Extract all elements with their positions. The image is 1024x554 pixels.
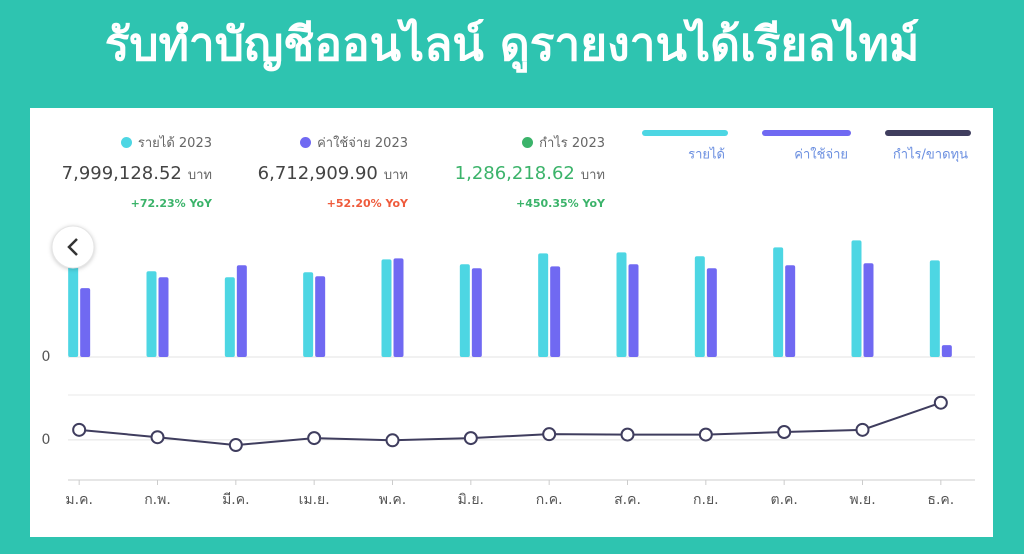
x-tick-label: เม.ย.: [299, 492, 330, 508]
unit: บาท: [187, 168, 212, 183]
bar: [158, 277, 169, 357]
bar: [941, 345, 952, 357]
point: [777, 424, 792, 439]
bar: [706, 268, 717, 357]
x-tick-label: มี.ค.: [222, 492, 250, 508]
point: [228, 438, 243, 453]
bar: [146, 271, 157, 357]
stat-label-text: กำไร 2023: [539, 136, 605, 151]
x-tick-label: ส.ค.: [614, 492, 641, 508]
value: 6,712,909.90: [257, 163, 378, 184]
bar: [236, 265, 247, 357]
point: [542, 427, 557, 442]
bar: [393, 258, 404, 357]
stat-label: กำไร 2023: [405, 132, 605, 153]
bar: [471, 268, 482, 357]
stat: ค่าใช้จ่าย 2023 6,712,909.90 บาท +52.20% …: [208, 132, 408, 210]
unit: บาท: [580, 168, 605, 183]
bar: [694, 256, 705, 357]
x-tick-label: ก.ค.: [536, 492, 563, 508]
x-tick-label: พ.ย.: [849, 492, 875, 508]
legend-label: ค่าใช้จ่าย: [794, 147, 848, 163]
x-tick-label: ม.ค.: [65, 492, 93, 508]
bar: [863, 263, 874, 357]
legend-label: รายได้: [688, 147, 725, 163]
point: [698, 427, 713, 442]
bar: [459, 264, 470, 357]
stat-change: +450.35% YoY: [516, 197, 605, 210]
x-tick-label: มิ.ย.: [458, 492, 484, 508]
point: [463, 431, 478, 446]
x-tick-label: ก.พ.: [144, 492, 171, 508]
stat-change: +52.20% YoY: [326, 197, 408, 210]
stat-value: 1,286,218.62 บาท: [405, 163, 605, 185]
point: [307, 431, 322, 446]
point: [72, 422, 87, 437]
x-tick-label: ก.ย.: [693, 492, 719, 508]
x-tick-label: พ.ค.: [379, 492, 407, 508]
bar: [303, 272, 314, 357]
bar: [628, 264, 639, 357]
stat-value: 6,712,909.90 บาท: [208, 163, 408, 185]
bar: [616, 252, 627, 357]
back-button[interactable]: [51, 225, 95, 269]
point: [620, 427, 635, 442]
bar: [929, 260, 940, 357]
bar: [773, 247, 784, 357]
point: [385, 433, 400, 448]
bar: [224, 277, 235, 357]
point: [150, 430, 165, 445]
headline: รับทำบัญชีออนไลน์ ดูรายงานได้เรียลไทม์: [104, 17, 920, 71]
stat: กำไร 2023 1,286,218.62 บาท +450.35% YoY: [405, 132, 605, 210]
stat-value: 7,999,128.52 บาท: [12, 163, 212, 185]
bar: [550, 266, 561, 357]
stat-label: ค่าใช้จ่าย 2023: [208, 132, 408, 153]
point: [855, 422, 870, 437]
bar: [80, 288, 91, 357]
bar: [68, 265, 79, 357]
back-chevron: [67, 238, 78, 256]
unit: บาท: [383, 168, 408, 183]
value: 7,999,128.52: [61, 163, 182, 184]
stat: รายได้ 2023 7,999,128.52 บาท +72.23% YoY: [12, 132, 212, 210]
line: [79, 401, 942, 447]
value: 1,286,218.62: [454, 163, 575, 184]
stat-change: +72.23% YoY: [130, 197, 212, 210]
legend-label: กำไร/ขาดทุน: [893, 147, 968, 163]
bar: [315, 276, 326, 357]
dashboard-card: รายได้ 2023 7,999,128.52 บาท +72.23% YoY …: [30, 108, 993, 537]
stat-label: รายได้ 2023: [12, 132, 212, 153]
x-tick-label: ธ.ค.: [927, 492, 954, 508]
x-tick-label: ต.ค.: [770, 492, 797, 508]
point: [933, 395, 948, 410]
y-tick-label: 0: [42, 349, 51, 365]
stat-label-text: รายได้ 2023: [137, 136, 212, 151]
bar: [851, 240, 862, 357]
stat-label-text: ค่าใช้จ่าย 2023: [317, 136, 408, 151]
bar: [538, 253, 549, 357]
y-tick-label: 0: [42, 432, 51, 448]
bar: [381, 259, 392, 357]
bar: [785, 265, 796, 357]
